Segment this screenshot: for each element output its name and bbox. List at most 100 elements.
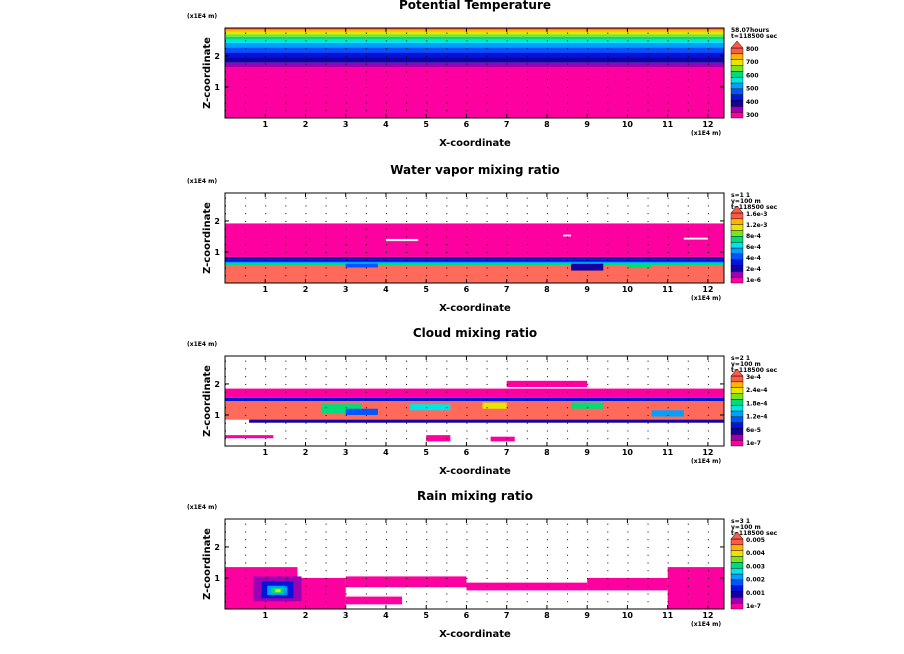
grid-dot: [607, 197, 609, 199]
plot-frame: [224, 27, 725, 119]
grid-dot: [466, 531, 468, 533]
grid-dot: [285, 376, 287, 378]
grid-dot: [627, 205, 629, 207]
grid-dot: [426, 102, 428, 104]
grid-dot: [567, 391, 569, 393]
grid-dot: [245, 562, 247, 564]
grid-dot: [245, 601, 247, 603]
grid-dot: [265, 94, 267, 96]
grid-dot: [667, 414, 669, 416]
grid-dot: [285, 251, 287, 253]
grid-dot: [526, 539, 528, 541]
grid-dot: [446, 376, 448, 378]
grid-dot: [466, 407, 468, 409]
grid-dot: [305, 267, 307, 269]
grid-dot: [345, 562, 347, 564]
grid-dot: [385, 585, 387, 587]
grid-dot: [325, 236, 327, 238]
grid-dot: [607, 360, 609, 362]
legend-swatch: [730, 375, 744, 383]
grid-dot: [546, 102, 548, 104]
grid-dot: [285, 197, 287, 199]
grid-dot: [285, 267, 287, 269]
grid-dot: [687, 267, 689, 269]
grid-dot: [546, 197, 548, 199]
grid-dot: [506, 259, 508, 261]
grid-dot: [406, 562, 408, 564]
field-patch-9: [426, 435, 451, 442]
grid-dot: [567, 430, 569, 432]
grid-dot: [506, 391, 508, 393]
grid-dot: [305, 570, 307, 572]
grid-dot: [305, 577, 307, 579]
grid-dot: [607, 383, 609, 385]
grid-dot: [486, 414, 488, 416]
grid-dot: [707, 577, 709, 579]
grid-dot: [426, 220, 428, 222]
grid-dot: [385, 275, 387, 277]
grid-dot: [587, 414, 589, 416]
grid-dot: [647, 236, 649, 238]
grid-dot: [486, 63, 488, 65]
grid-dot: [466, 585, 468, 587]
grid-dot: [345, 63, 347, 65]
legend-swatch: [730, 393, 744, 400]
grid-dot: [667, 593, 669, 595]
grid-dot: [567, 86, 569, 88]
grid-dot: [345, 94, 347, 96]
grid-dot: [687, 32, 689, 34]
field-patch-1: [297, 577, 346, 609]
grid-dot: [667, 251, 669, 253]
grid-dot: [546, 585, 548, 587]
grid-dot: [667, 399, 669, 401]
field-band-2: [225, 401, 724, 420]
grid-dot: [446, 48, 448, 50]
grid-dot: [245, 55, 247, 57]
grid-dot: [406, 368, 408, 370]
grid-dot: [486, 399, 488, 401]
x-tick-label: 11: [662, 448, 674, 457]
grid-dot: [466, 102, 468, 104]
grid-dot: [265, 267, 267, 269]
grid-dot: [667, 71, 669, 73]
grid-dot: [285, 383, 287, 385]
grid-dot: [506, 275, 508, 277]
y-tick-label: 1: [214, 411, 220, 420]
grid-dot: [486, 205, 488, 207]
grid-dot: [526, 360, 528, 362]
grid-dot: [687, 244, 689, 246]
grid-dot: [567, 577, 569, 579]
x-unit-label: (x1E4 m): [691, 621, 721, 628]
grid-dot: [506, 205, 508, 207]
grid-dot: [506, 531, 508, 533]
grid-dot: [486, 593, 488, 595]
grid-dot: [265, 40, 267, 42]
grid-dot: [245, 360, 247, 362]
grid-dot: [587, 79, 589, 81]
grid-dot: [265, 228, 267, 230]
legend-swatch: [730, 271, 744, 278]
grid-dot: [365, 236, 367, 238]
y-tick-label: 2: [214, 52, 220, 61]
grid-dot: [587, 63, 589, 65]
grid-dot: [345, 251, 347, 253]
grid-dot: [587, 197, 589, 199]
grid-dot: [627, 430, 629, 432]
grid-dot: [486, 259, 488, 261]
grid-dot: [627, 399, 629, 401]
field-patch-1: [225, 435, 274, 439]
grid-dot: [546, 48, 548, 50]
grid-dot: [325, 430, 327, 432]
grid-dot: [365, 228, 367, 230]
legend-swatch: [730, 439, 744, 447]
grid-dot: [567, 244, 569, 246]
grid-dot: [526, 383, 528, 385]
grid-dot: [426, 438, 428, 440]
grid-dot: [446, 593, 448, 595]
grid-dot: [486, 32, 488, 34]
grid-dot: [526, 438, 528, 440]
grid-dot: [567, 570, 569, 572]
grid-dot: [305, 205, 307, 207]
grid-dot: [647, 63, 649, 65]
grid-dot: [345, 102, 347, 104]
